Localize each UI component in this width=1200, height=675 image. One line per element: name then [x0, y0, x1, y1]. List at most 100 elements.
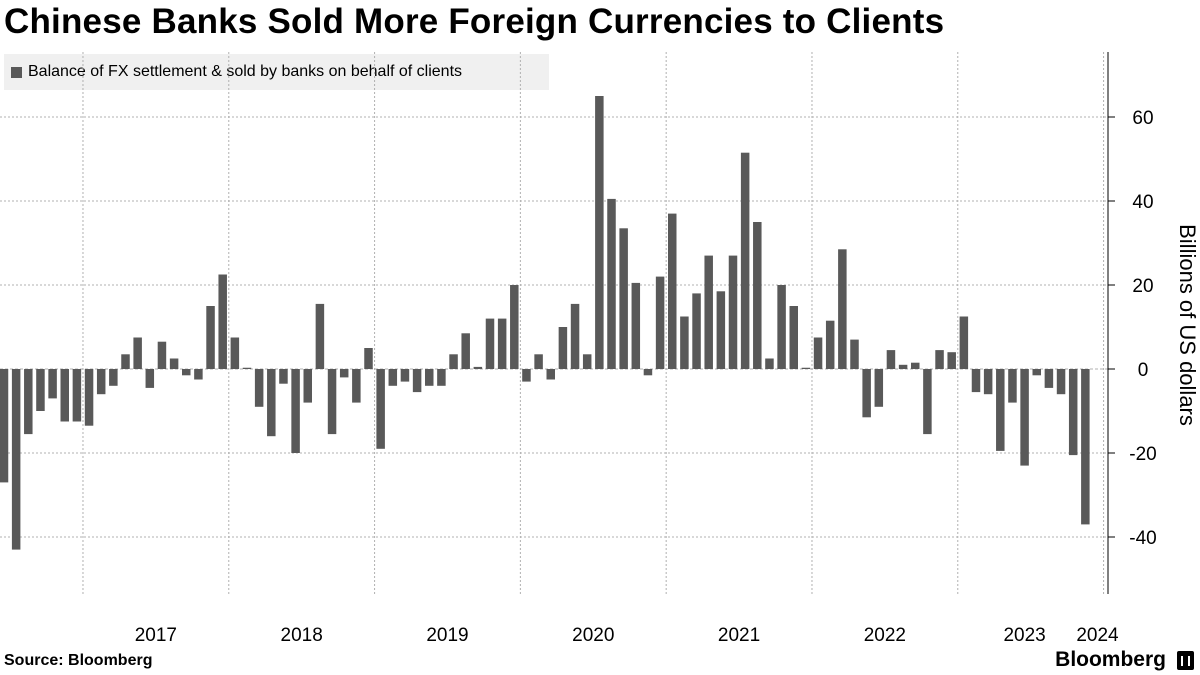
bar [182, 369, 191, 376]
bloomberg-logo: Bloomberg [1055, 648, 1166, 671]
bar [109, 369, 118, 386]
bar [96, 369, 106, 395]
bar [279, 369, 288, 384]
bar [959, 316, 969, 369]
bar [923, 369, 932, 435]
y-axis-title: Billions of US dollars [1175, 224, 1200, 426]
bar [72, 369, 82, 422]
bar [1020, 369, 1029, 466]
bar [473, 366, 483, 369]
bar [983, 369, 993, 395]
bar [194, 369, 203, 380]
bar [595, 96, 604, 369]
bloomberg-terminal-icon [1177, 651, 1194, 670]
bar [376, 369, 385, 449]
bar [668, 213, 677, 369]
y-tick-label: 0 [1138, 360, 1149, 381]
bar [740, 152, 750, 369]
bar [911, 362, 920, 369]
y-tick-label: 60 [1132, 108, 1153, 129]
y-axis: 60 40 20 0 -20 -40 [1107, 52, 1157, 594]
x-tick-label: 2019 [426, 625, 468, 646]
bar [412, 369, 422, 393]
bar [680, 316, 689, 369]
x-tick-label: 2020 [572, 625, 614, 646]
bar [84, 369, 94, 426]
bar [692, 293, 701, 369]
bar [862, 369, 871, 418]
bar [497, 318, 507, 369]
bar [619, 228, 628, 369]
year-separators [82, 52, 1105, 594]
bar [461, 333, 470, 369]
bar [169, 358, 179, 369]
bar [765, 358, 774, 369]
x-tick-label: 2018 [281, 625, 323, 646]
y-tick-label: 20 [1132, 276, 1153, 297]
bar [157, 341, 167, 369]
bar [36, 369, 45, 411]
bar [0, 369, 9, 483]
bar [364, 348, 373, 369]
bar [437, 369, 446, 386]
bar [267, 369, 276, 437]
bar [339, 369, 349, 378]
bar [133, 337, 142, 369]
bar [996, 369, 1005, 451]
bar [1068, 369, 1078, 456]
bar [291, 369, 300, 453]
bar [874, 369, 884, 407]
x-tick-label: 2021 [718, 625, 760, 646]
bar [898, 364, 908, 369]
bar [582, 354, 592, 369]
gridlines [0, 116, 1108, 538]
x-tick-label: 2022 [864, 625, 906, 646]
bar [388, 369, 398, 386]
bar [558, 327, 568, 369]
bar [1056, 369, 1066, 395]
bar [1081, 369, 1090, 525]
source-note: Source: Bloomberg [4, 652, 153, 669]
bar [886, 350, 896, 369]
bar [24, 369, 33, 435]
bar [643, 369, 653, 376]
bars [0, 96, 1090, 550]
bar [570, 303, 580, 369]
bar [242, 367, 252, 369]
bar [850, 339, 859, 369]
chart-title: Chinese Banks Sold More Foreign Currenci… [4, 2, 945, 41]
legend-label: Balance of FX settlement & sold by banks… [28, 63, 463, 80]
bar [485, 318, 495, 369]
bar [728, 255, 738, 369]
bar [607, 198, 616, 369]
bar [546, 369, 555, 380]
bar [218, 274, 227, 369]
legend-swatch [11, 66, 22, 78]
bar [303, 369, 312, 403]
x-axis-labels: 2017 2018 2019 2020 2021 2022 2023 2024 [135, 625, 1119, 646]
bar [315, 303, 325, 369]
bar [1044, 369, 1054, 388]
bar [254, 369, 264, 407]
bar [60, 369, 69, 422]
bar [813, 337, 823, 369]
bar [449, 354, 458, 369]
bar [352, 369, 361, 403]
bar [145, 369, 155, 388]
bar [327, 369, 337, 435]
bar [425, 369, 434, 386]
x-tick-label: 2024 [1076, 625, 1119, 646]
bar [631, 282, 641, 369]
bar [789, 306, 798, 369]
bar [400, 369, 410, 382]
bar [522, 369, 531, 382]
bar [971, 369, 981, 393]
bar [825, 320, 835, 369]
bar [704, 255, 713, 369]
bar [655, 276, 665, 369]
bar [753, 222, 762, 369]
bar [1032, 369, 1041, 376]
legend: Balance of FX settlement & sold by banks… [4, 54, 549, 90]
bar [206, 306, 215, 369]
